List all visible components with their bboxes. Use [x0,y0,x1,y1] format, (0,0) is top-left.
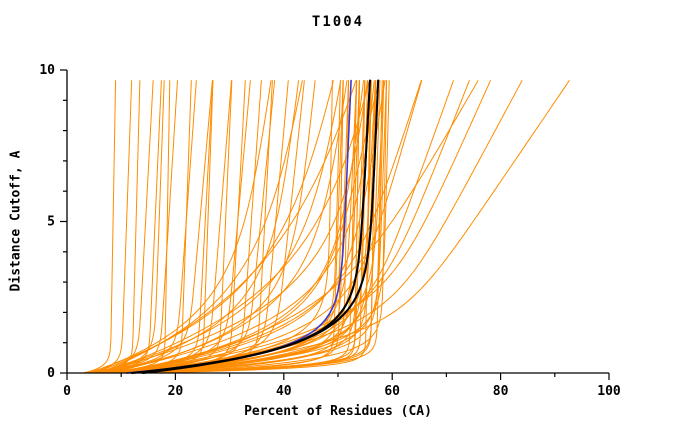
curve-server-models [93,80,233,374]
curve-server-models [99,80,165,374]
y-tick-label: 0 [47,366,55,381]
curve-server-models [120,80,454,374]
y-tick-label: 5 [47,215,55,230]
curve-best-models [141,79,380,375]
x-tick-label: 20 [168,384,184,399]
curve-server-models [131,80,372,374]
curve-server-models [142,80,360,374]
curve-server-models [147,80,385,374]
curve-server-models [120,80,341,374]
ticks [60,69,610,380]
curve-server-models [93,80,171,374]
curve-server-models [99,80,357,374]
curve-best-models [130,79,372,375]
curve-server-models [109,80,423,374]
curve-server-models [137,80,360,374]
curve-server-models [131,80,349,374]
x-tick-label: 100 [597,384,621,399]
y-tick-label: 10 [39,63,55,78]
curve-server-models [82,80,141,374]
curve-server-models [88,80,133,374]
curve-server-models [147,80,381,374]
x-tick-label: 80 [493,384,509,399]
curve-server-models [131,80,390,374]
curve-server-models [88,80,334,374]
curve-server-models [93,80,213,374]
curve-highlighted-model [125,79,352,374]
curve-server-models [126,80,366,374]
series-best-models [130,79,380,375]
curve-server-models [131,80,385,374]
x-axis-label: Percent of Residues (CA) [244,404,432,419]
tick-labels: 0 20 40 60 80 100 0 5 10 [39,63,621,399]
y-axis-label: Distance Cutoff, A [8,150,24,292]
curve-server-models [137,80,371,374]
x-tick-label: 40 [276,384,292,399]
curve-server-models [88,80,214,374]
curve-server-models [93,80,368,374]
curve-server-models [126,80,344,374]
x-tick-label: 60 [384,384,400,399]
curve-server-models [115,80,491,374]
curve-server-models [142,80,377,374]
chart-title: T1004 [311,14,365,30]
curve-server-models [120,80,344,374]
curve-server-models [93,80,303,374]
curve-server-models [137,80,368,374]
curve-server-models [82,80,117,374]
curve-server-models [99,80,299,374]
curve-server-models [93,80,154,374]
curve-server-models [137,80,350,374]
curve-server-models [120,80,570,374]
curve-server-models [104,80,316,374]
curve-server-models [88,80,246,374]
curve-server-models [104,80,273,374]
curve-server-models [104,80,375,374]
x-tick-label: 0 [63,384,71,399]
curve-server-models [147,80,388,374]
curve-server-models [120,80,479,374]
curve-server-models [82,80,178,374]
curve-server-models [88,80,272,374]
series-highlighted-model [125,79,352,374]
series-server-models [82,80,570,374]
curve-server-models [126,80,523,374]
curve-server-models [104,80,214,374]
curve-server-models [88,80,162,374]
curve-server-models [109,80,348,374]
curve-server-models [88,80,197,374]
curve-server-models [115,80,333,374]
